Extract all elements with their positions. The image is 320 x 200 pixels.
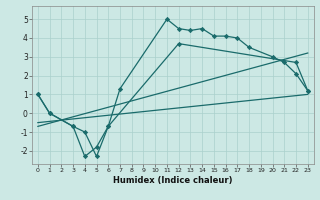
X-axis label: Humidex (Indice chaleur): Humidex (Indice chaleur): [113, 176, 233, 185]
